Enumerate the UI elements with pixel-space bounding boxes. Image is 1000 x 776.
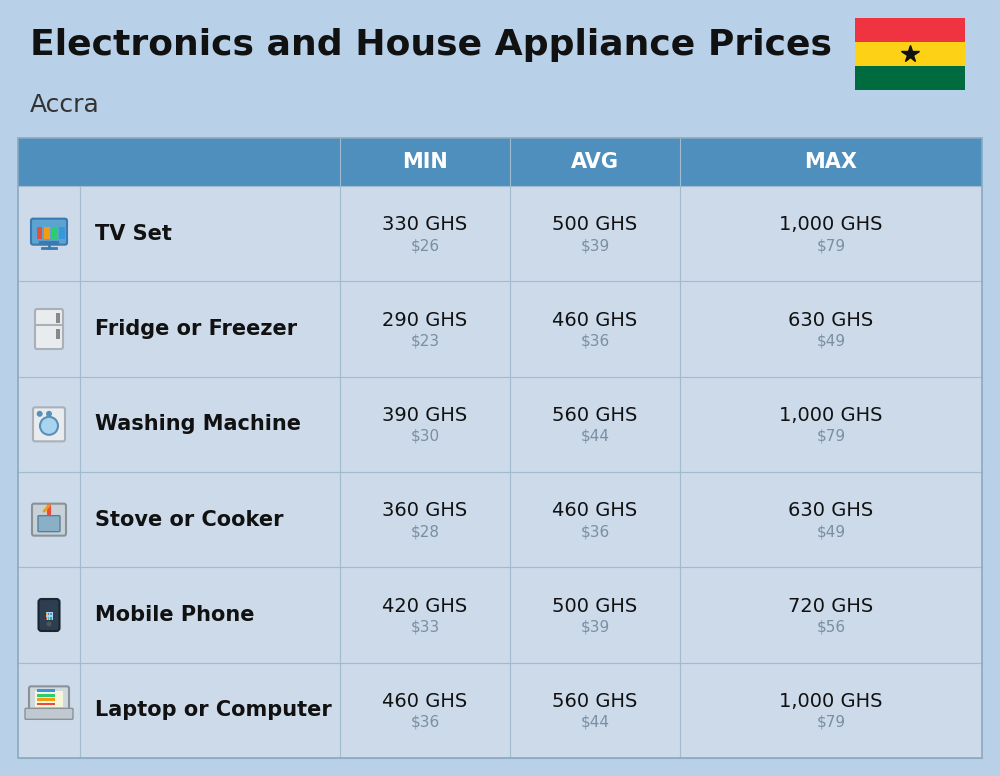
- Text: 560 GHS: 560 GHS: [552, 692, 638, 711]
- Bar: [46, 613, 47, 615]
- Text: $79: $79: [816, 429, 846, 444]
- Text: $39: $39: [580, 238, 610, 253]
- Text: $44: $44: [580, 715, 610, 730]
- Bar: [18, 138, 982, 758]
- Bar: [18, 663, 982, 758]
- Text: Mobile Phone: Mobile Phone: [95, 605, 254, 625]
- Bar: [18, 282, 982, 376]
- Text: $44: $44: [580, 429, 610, 444]
- Bar: [18, 376, 982, 472]
- Bar: [50, 613, 52, 615]
- Circle shape: [46, 411, 52, 417]
- Text: 360 GHS: 360 GHS: [382, 501, 468, 520]
- Bar: [56, 314, 60, 323]
- Text: 630 GHS: 630 GHS: [788, 501, 874, 520]
- Text: 1,000 GHS: 1,000 GHS: [779, 692, 883, 711]
- Text: $49: $49: [816, 334, 846, 348]
- Circle shape: [40, 417, 58, 435]
- Bar: [44, 227, 50, 239]
- Bar: [46, 617, 47, 619]
- FancyBboxPatch shape: [33, 407, 65, 442]
- Text: Laptop or Computer: Laptop or Computer: [95, 700, 332, 720]
- Text: 460 GHS: 460 GHS: [552, 501, 638, 520]
- Text: 500 GHS: 500 GHS: [552, 597, 638, 615]
- Bar: [18, 138, 982, 186]
- Text: 330 GHS: 330 GHS: [382, 215, 468, 234]
- Bar: [855, 18, 965, 42]
- Bar: [18, 186, 982, 282]
- Text: 290 GHS: 290 GHS: [382, 310, 468, 330]
- Text: AVG: AVG: [571, 152, 619, 172]
- Bar: [37, 702, 55, 705]
- Text: $39: $39: [580, 619, 610, 635]
- Text: $36: $36: [580, 524, 610, 539]
- Text: $49: $49: [816, 524, 846, 539]
- Bar: [18, 472, 982, 567]
- FancyBboxPatch shape: [38, 599, 60, 631]
- FancyBboxPatch shape: [25, 708, 73, 719]
- Text: Electronics and House Appliance Prices: Electronics and House Appliance Prices: [30, 28, 832, 62]
- Text: $79: $79: [816, 238, 846, 253]
- Text: MAX: MAX: [804, 152, 858, 172]
- Text: 1,000 GHS: 1,000 GHS: [779, 215, 883, 234]
- Bar: [18, 567, 982, 663]
- Text: 390 GHS: 390 GHS: [382, 406, 468, 424]
- Text: Washing Machine: Washing Machine: [95, 414, 301, 435]
- FancyBboxPatch shape: [29, 686, 69, 712]
- Text: $26: $26: [410, 238, 440, 253]
- Text: 500 GHS: 500 GHS: [552, 215, 638, 234]
- FancyBboxPatch shape: [38, 516, 60, 532]
- Bar: [52, 227, 57, 239]
- Bar: [37, 694, 55, 697]
- Text: $36: $36: [410, 715, 440, 730]
- Circle shape: [46, 622, 52, 626]
- Text: Accra: Accra: [30, 93, 100, 117]
- FancyBboxPatch shape: [31, 219, 67, 244]
- Bar: [855, 66, 965, 90]
- Text: Stove or Cooker: Stove or Cooker: [95, 510, 284, 530]
- Bar: [35, 691, 63, 708]
- Text: $30: $30: [410, 429, 440, 444]
- Text: 630 GHS: 630 GHS: [788, 310, 874, 330]
- Text: $28: $28: [411, 524, 440, 539]
- Text: 720 GHS: 720 GHS: [788, 597, 874, 615]
- Text: $36: $36: [580, 334, 610, 348]
- Bar: [50, 617, 52, 619]
- Text: $23: $23: [410, 334, 440, 348]
- Text: $79: $79: [816, 715, 846, 730]
- Bar: [855, 42, 965, 66]
- Text: 420 GHS: 420 GHS: [382, 597, 468, 615]
- FancyBboxPatch shape: [32, 504, 66, 535]
- Text: MIN: MIN: [402, 152, 448, 172]
- Circle shape: [37, 411, 43, 417]
- Text: 460 GHS: 460 GHS: [382, 692, 468, 711]
- Bar: [37, 227, 42, 239]
- Bar: [37, 698, 55, 701]
- Text: 560 GHS: 560 GHS: [552, 406, 638, 424]
- Bar: [46, 612, 52, 620]
- Bar: [37, 689, 55, 692]
- Text: 1,000 GHS: 1,000 GHS: [779, 406, 883, 424]
- Text: Fridge or Freezer: Fridge or Freezer: [95, 319, 297, 339]
- Text: $33: $33: [410, 619, 440, 635]
- Bar: [48, 617, 49, 619]
- Text: $56: $56: [816, 619, 846, 635]
- Text: 460 GHS: 460 GHS: [552, 310, 638, 330]
- Bar: [59, 227, 65, 239]
- Text: TV Set: TV Set: [95, 223, 172, 244]
- Bar: [56, 329, 60, 339]
- Bar: [48, 613, 49, 615]
- FancyBboxPatch shape: [35, 309, 63, 349]
